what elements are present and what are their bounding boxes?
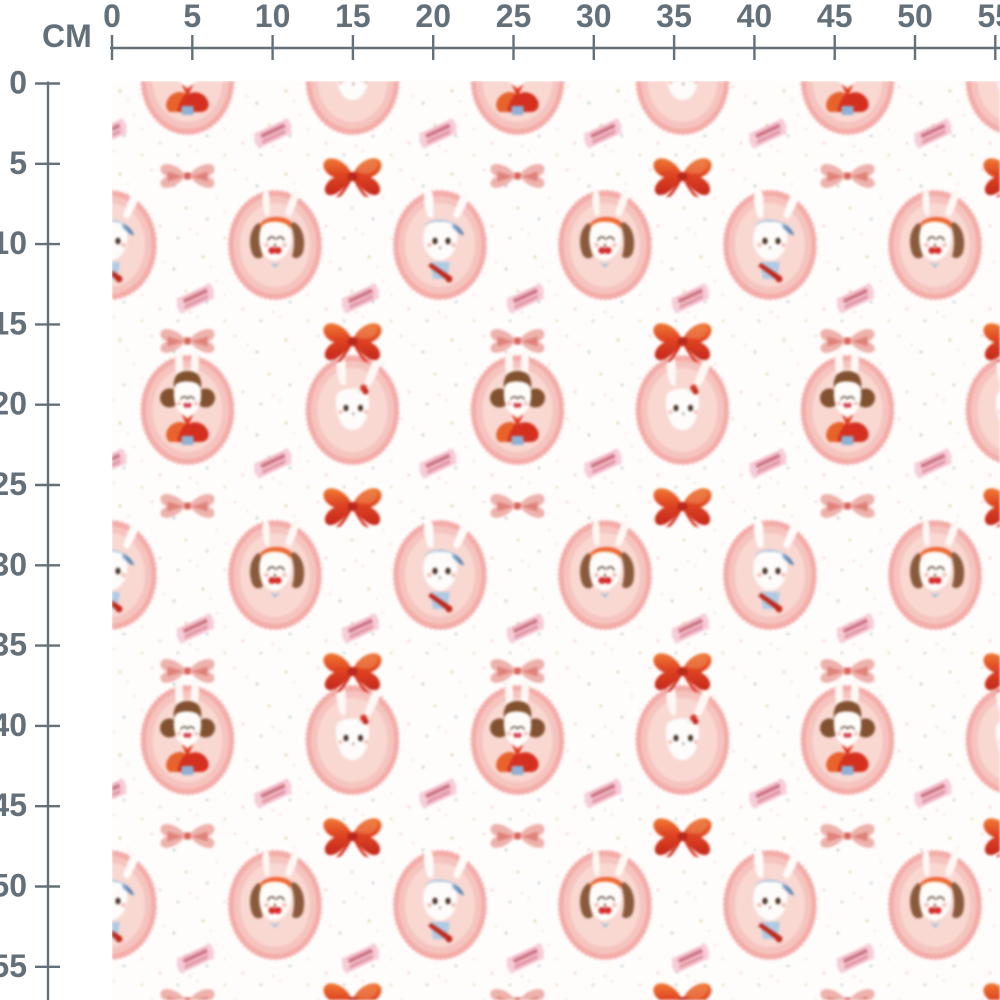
svg-text:40: 40 [737, 0, 773, 34]
svg-text:15: 15 [335, 0, 371, 34]
svg-text:10: 10 [0, 225, 27, 261]
svg-text:55: 55 [0, 948, 27, 984]
svg-text:45: 45 [0, 787, 27, 823]
svg-text:5: 5 [9, 145, 27, 181]
svg-text:40: 40 [0, 707, 27, 743]
svg-text:10: 10 [255, 0, 291, 34]
svg-text:25: 25 [0, 466, 27, 502]
svg-text:50: 50 [0, 868, 27, 904]
svg-text:5: 5 [183, 0, 201, 34]
svg-text:45: 45 [817, 0, 853, 34]
svg-text:35: 35 [0, 627, 27, 663]
svg-text:30: 30 [576, 0, 612, 34]
svg-text:15: 15 [0, 305, 27, 341]
svg-text:30: 30 [0, 546, 27, 582]
svg-text:20: 20 [415, 0, 451, 34]
svg-text:0: 0 [103, 0, 121, 34]
svg-text:25: 25 [496, 0, 532, 34]
svg-text:50: 50 [897, 0, 933, 34]
svg-text:55: 55 [978, 0, 1000, 34]
svg-text:20: 20 [0, 386, 27, 422]
svg-text:CM: CM [42, 18, 92, 54]
svg-text:35: 35 [656, 0, 692, 34]
